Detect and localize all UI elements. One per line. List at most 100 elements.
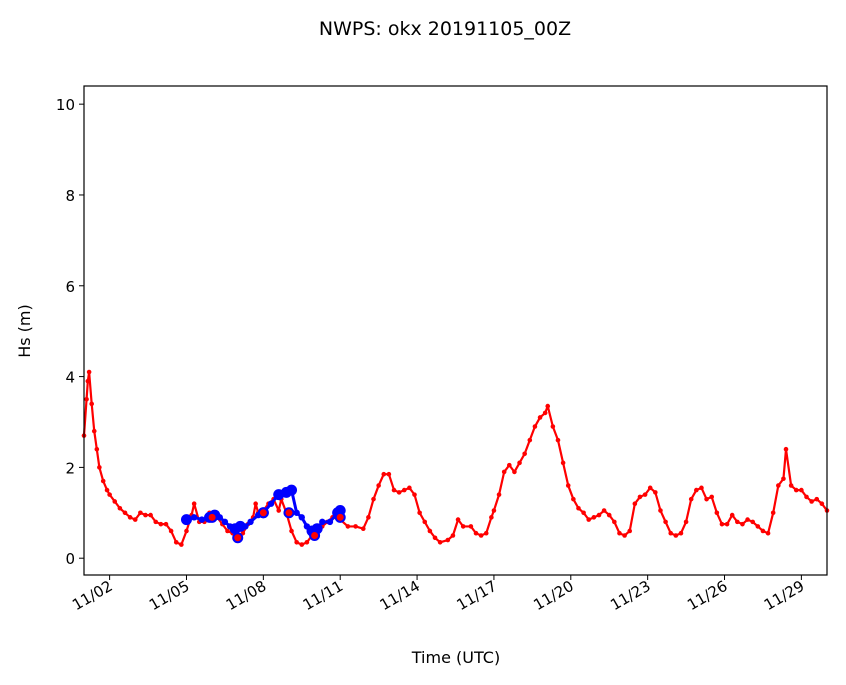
y-tick-label: 4 — [65, 369, 75, 387]
x-tick-label: 11/23 — [607, 577, 653, 614]
forecast-point — [293, 509, 300, 516]
observed-point — [755, 524, 761, 529]
observed-point — [750, 519, 755, 525]
observed-point — [407, 485, 412, 491]
observed-point — [496, 492, 502, 497]
observed-point — [793, 487, 799, 493]
observed-point — [299, 542, 305, 547]
x-tick-label: 11/26 — [684, 577, 730, 614]
observed-point — [783, 446, 789, 452]
observed-daily-point — [206, 511, 218, 523]
observed-point — [489, 515, 494, 520]
observed-point — [719, 521, 725, 527]
observed-point — [104, 487, 110, 493]
observed-daily-point — [257, 507, 269, 519]
forecast-point — [298, 514, 305, 521]
forecast-point — [180, 514, 192, 526]
x-tick-label: 11/11 — [300, 577, 346, 614]
observed-point — [455, 517, 461, 522]
x-tick-label: 11/20 — [530, 577, 576, 614]
observed-daily-point — [334, 511, 346, 523]
observed-point — [507, 462, 512, 468]
y-axis-label: Hs (m) — [15, 304, 34, 358]
observed-point — [729, 512, 735, 518]
observed-point — [143, 512, 148, 518]
observed-point — [294, 540, 299, 545]
observed-point — [760, 528, 766, 534]
observed-point — [422, 519, 428, 525]
observed-point — [460, 524, 466, 529]
observed-point — [819, 501, 825, 507]
observed-point — [345, 524, 351, 529]
forecast-point — [242, 523, 249, 530]
observed-point — [491, 508, 497, 513]
observed-point — [437, 540, 443, 545]
observed-point — [86, 369, 92, 375]
observed-point — [627, 528, 633, 534]
observed-point — [450, 533, 456, 538]
observed-point — [97, 465, 102, 470]
observed-point — [478, 533, 484, 538]
observed-daily-point — [283, 507, 295, 519]
plot-frame — [83, 85, 828, 576]
observed-point — [683, 519, 689, 525]
observed-point — [432, 535, 438, 541]
forecast-point — [190, 514, 198, 521]
forecast-point — [216, 514, 223, 521]
observed-point — [724, 521, 730, 527]
observed-point — [289, 528, 294, 534]
observed-point — [545, 403, 551, 409]
x-tick-label: 11/08 — [223, 577, 269, 614]
observed-point — [107, 492, 112, 497]
observed-point — [391, 487, 397, 493]
observed-point — [714, 510, 720, 516]
observed-point — [765, 530, 771, 536]
observed-point — [417, 510, 422, 516]
plot-marks — [81, 369, 830, 547]
observed-point — [168, 528, 174, 534]
observed-point — [612, 519, 617, 525]
observed-point — [560, 460, 566, 466]
observed-point — [565, 483, 571, 488]
observed-point — [776, 483, 781, 488]
y-tick-label: 2 — [65, 459, 75, 477]
observed-point — [740, 521, 745, 527]
observed-point — [173, 540, 179, 545]
observed-point — [542, 410, 548, 416]
x-tick-label: 11/14 — [377, 577, 423, 614]
observed-point — [632, 501, 638, 507]
observed-point — [678, 530, 684, 536]
observed-point — [709, 494, 715, 500]
observed-point — [191, 501, 197, 507]
forecast-point — [326, 518, 334, 526]
observed-point — [89, 401, 94, 407]
observed-point — [694, 487, 699, 493]
x-tick-label: 11/29 — [761, 577, 807, 614]
observed-point — [132, 517, 138, 522]
axes: 0 2 4 6 8 10 11/02 11/05 11/08 11/11 11/14 11/17 11/… — [56, 96, 807, 614]
observed-point — [396, 490, 402, 495]
observed-point — [745, 517, 750, 522]
observed-point — [617, 530, 622, 536]
observed-point — [117, 505, 123, 511]
observed-point — [381, 471, 387, 477]
observed-point — [532, 424, 538, 429]
observed-point — [179, 542, 184, 547]
x-tick-label: 11/17 — [453, 577, 499, 614]
observed-point — [596, 512, 602, 518]
observed-point — [663, 519, 668, 525]
observed-point — [386, 471, 392, 477]
observed-point — [814, 496, 820, 502]
observed-point — [601, 508, 607, 513]
observed-point — [184, 528, 189, 534]
observed-point — [304, 540, 310, 545]
observed-point — [527, 437, 533, 443]
observed-point — [353, 524, 358, 529]
observed-point — [153, 519, 159, 525]
forecast-point — [221, 518, 229, 526]
observed-point — [591, 515, 597, 520]
observed-point — [673, 533, 679, 538]
observed-point — [622, 533, 627, 538]
observed-point — [371, 496, 376, 502]
